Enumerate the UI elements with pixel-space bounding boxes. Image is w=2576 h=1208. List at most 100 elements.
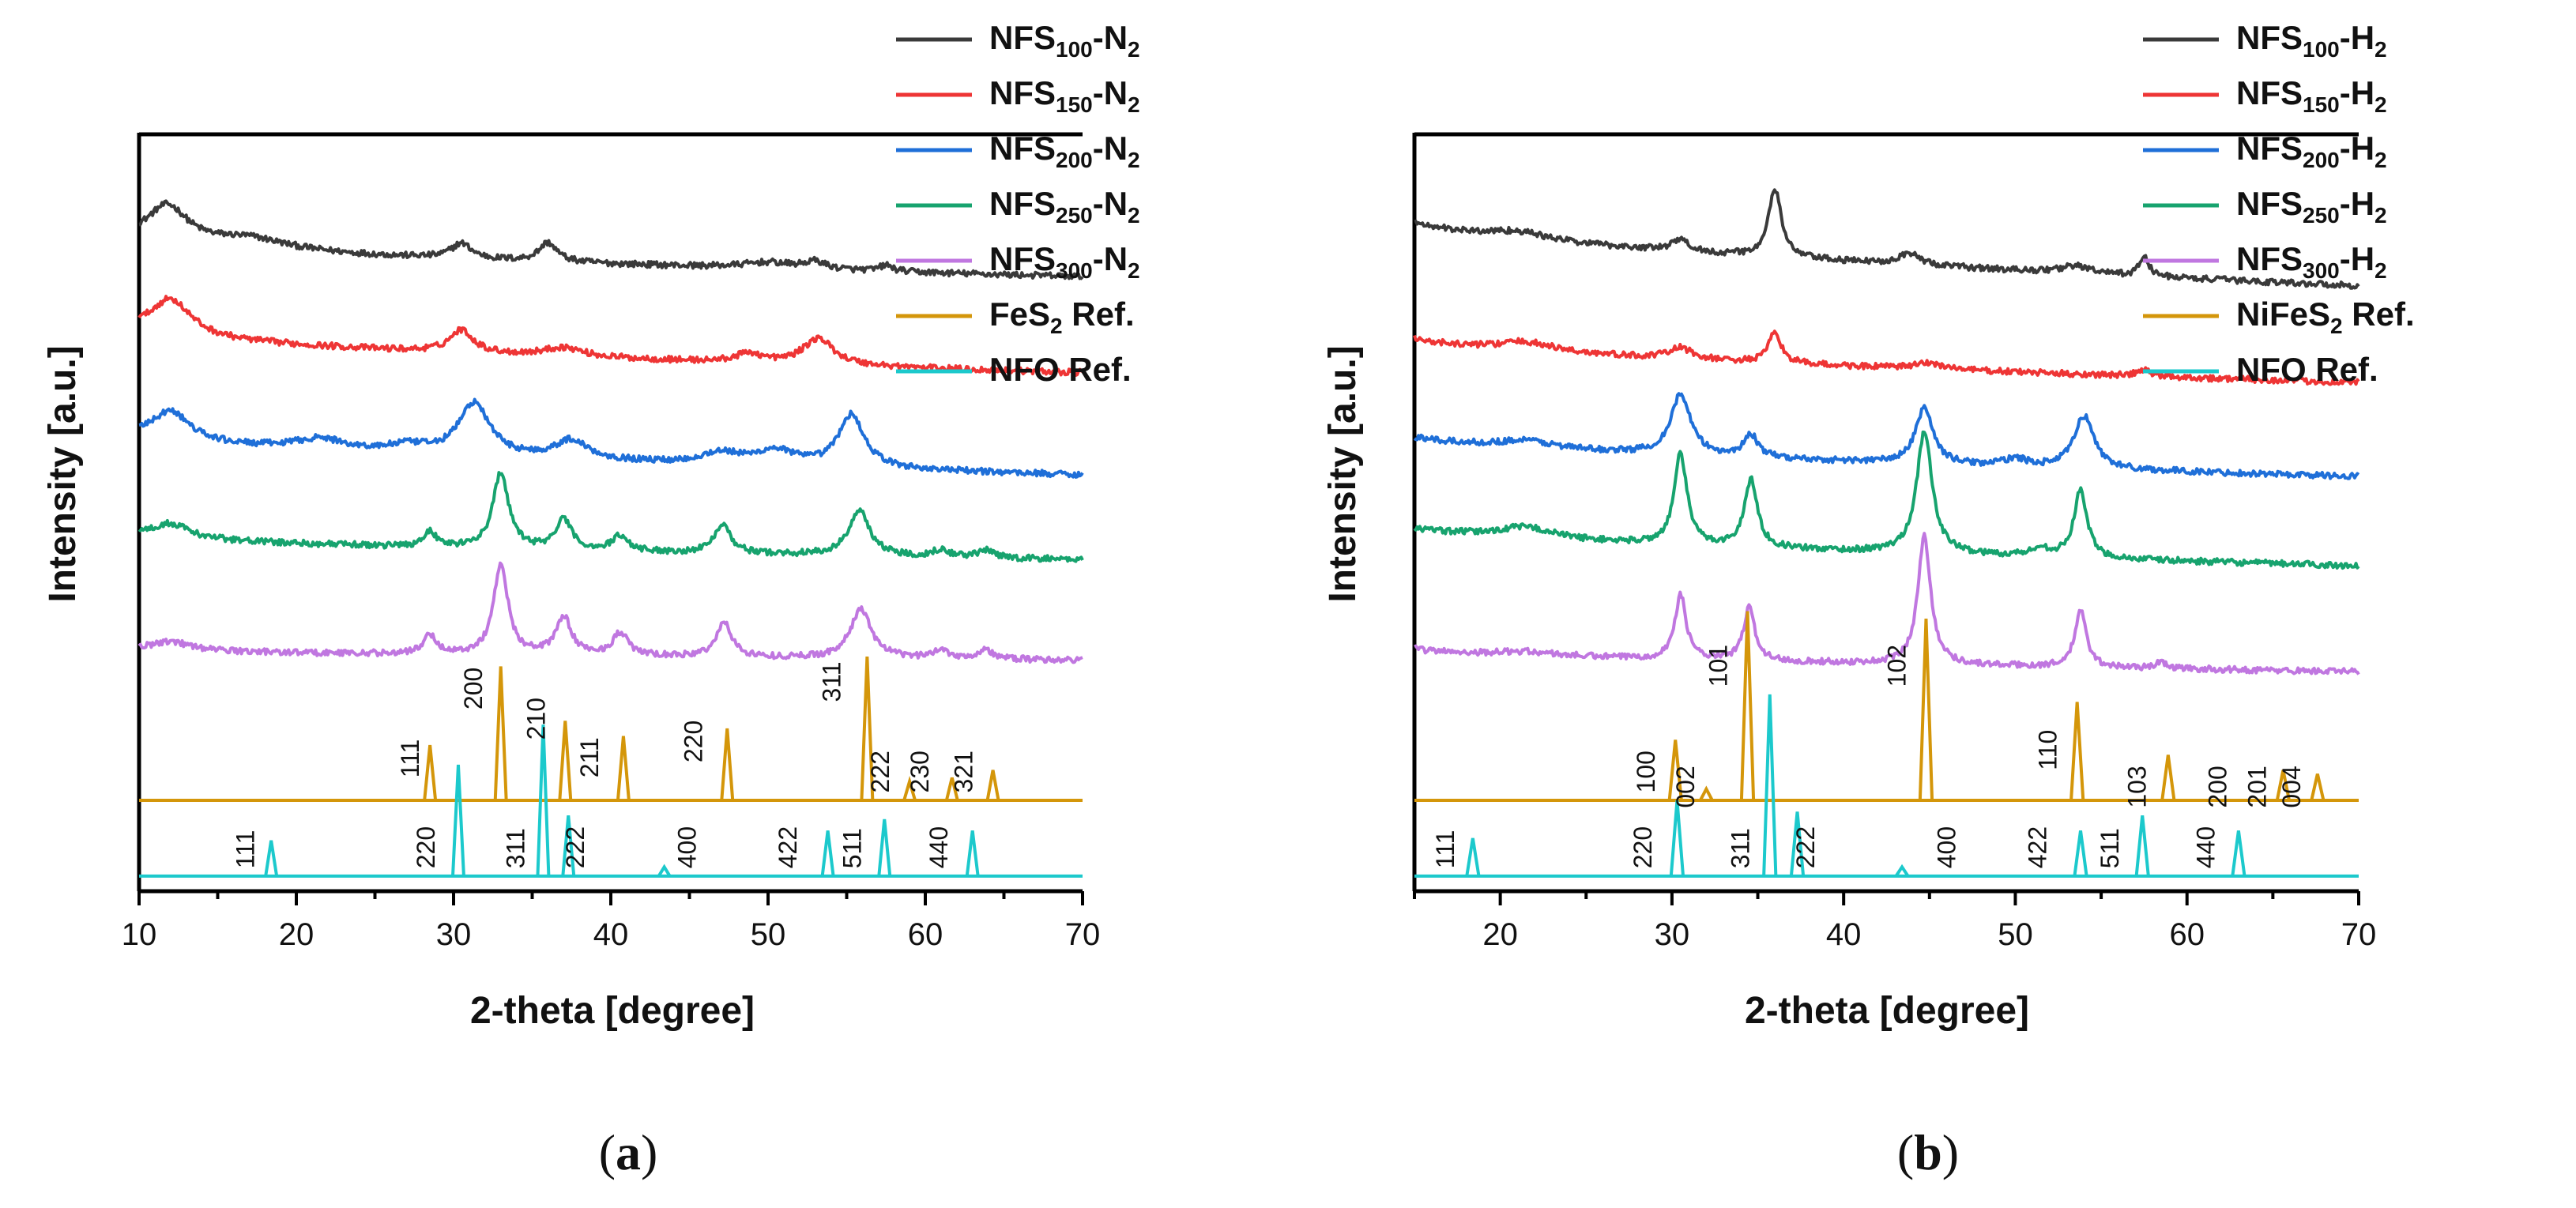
reference-peak <box>616 736 631 801</box>
hkl-label: 101 <box>1704 645 1732 687</box>
hkl-label: 220 <box>1629 826 1657 868</box>
reference-peak <box>902 775 917 801</box>
legend-entry: NFO Ref. <box>989 351 1132 388</box>
hkl-label: 311 <box>1727 828 1755 868</box>
legend-subscript: 200 <box>2303 148 2340 172</box>
x-tick-label: 40 <box>593 917 629 952</box>
reference-peak <box>1667 739 1683 801</box>
legend-suffix: -N <box>1093 185 1128 222</box>
legend-label: NFS <box>2236 130 2303 167</box>
x-tick-label: 60 <box>908 917 943 952</box>
legend-suffix: -H <box>2340 19 2375 56</box>
legend-suffix: -N <box>1093 74 1128 111</box>
legend-entry: NFS300-N2 <box>989 240 1140 283</box>
hkl-label: 220 <box>412 826 440 868</box>
series-line-nfs150-h2 <box>1413 329 2360 386</box>
reference-peak <box>877 819 892 877</box>
legend-label: NFO Ref. <box>989 351 1132 388</box>
legend-label: FeS <box>989 295 1050 333</box>
reference-peak <box>860 656 875 801</box>
legend-subscript: 2 <box>2375 203 2387 228</box>
x-tick-label: 20 <box>279 917 314 952</box>
reference-peak <box>423 744 438 801</box>
legend-entry: FeS2 Ref. <box>989 295 1135 338</box>
reference-peak <box>2231 830 2246 877</box>
legend-label: NFS <box>989 74 1056 111</box>
reference-peak <box>2134 815 2150 877</box>
hkl-label: 230 <box>906 751 934 792</box>
reference-peak <box>2073 830 2088 877</box>
reference-peak <box>1918 619 1934 801</box>
x-tick-label: 40 <box>1826 917 1862 952</box>
hkl-label: 311 <box>818 661 846 702</box>
x-tick-label: 20 <box>1482 917 1518 952</box>
reference-peak <box>965 830 980 877</box>
panel-b-label-open: ( <box>1897 1124 1914 1180</box>
hkl-label: 200 <box>2204 766 2232 807</box>
legend-entry: NFS100-N2 <box>989 19 1140 62</box>
x-tick-label: 10 <box>122 917 157 952</box>
panel-a-label-open: ( <box>599 1124 616 1180</box>
legend-label: NFS <box>2236 240 2303 277</box>
hkl-label: 400 <box>1932 826 1960 868</box>
series-line-nfs200-h2 <box>1413 392 2360 480</box>
reference-peak <box>2275 770 2291 801</box>
reference-peak <box>985 770 1000 801</box>
hkl-label: 511 <box>838 828 866 868</box>
legend-subscript: 2 <box>1128 148 1140 172</box>
x-tick-label: 70 <box>2341 917 2377 952</box>
hkl-label: 002 <box>1671 766 1700 807</box>
reference-peak <box>451 764 465 876</box>
reference-peak <box>2310 773 2326 801</box>
series-line-nfs250-n2 <box>137 471 1084 563</box>
legend-suffix: -H <box>2340 240 2375 277</box>
hkl-label: 100 <box>1632 751 1660 792</box>
legend-subscript: 150 <box>1056 92 1093 117</box>
reference-peak <box>1669 800 1685 876</box>
hkl-label: 211 <box>575 737 604 777</box>
legend-subscript: 2 <box>2330 314 2343 338</box>
legend-subscript: 2 <box>1128 203 1140 228</box>
x-tick-label: 60 <box>2169 917 2205 952</box>
legend-subscript: 2 <box>1128 92 1140 117</box>
panel-a-plot-area: 10 20 30 40 50 60 70 111 200 210 211 220 311 222 230 32… <box>122 132 1100 952</box>
legend-label: NFS <box>989 19 1056 56</box>
hkl-label: 200 <box>459 668 488 709</box>
legend-subscript: 250 <box>1056 203 1093 228</box>
reference-peak <box>1465 837 1481 877</box>
panel-b-xrd-h2: 20 30 40 50 60 70 100 002 101 102 110 103 200 201 004 1… <box>1322 19 2415 1180</box>
panel-a-y-axis-title: Intensity [a.u.] <box>42 345 84 602</box>
legend-subscript: 100 <box>1056 37 1093 62</box>
x-tick-label: 50 <box>751 917 786 952</box>
legend-suffix: -H <box>2340 130 2375 167</box>
legend-label: NFS <box>2236 185 2303 222</box>
panel-a-label-letter: a <box>616 1124 641 1180</box>
legend-subscript: 2 <box>1128 37 1140 62</box>
legend-suffix: Ref. <box>1063 295 1135 333</box>
legend-entry: NFS250-N2 <box>989 185 1140 228</box>
legend-suffix: -N <box>1093 130 1128 167</box>
reference-peak <box>1739 611 1756 801</box>
panel-b-plot-area: 20 30 40 50 60 70 100 002 101 102 110 103 200 201 004 1… <box>1412 132 2377 952</box>
legend-entry: NFS150-H2 <box>2236 74 2387 117</box>
legend-entry: NFS150-N2 <box>989 74 1140 117</box>
reference-peak <box>2069 702 2085 801</box>
legend-label: NFO Ref. <box>2236 351 2378 388</box>
hkl-label: 400 <box>672 826 701 868</box>
hkl-label: 210 <box>522 698 550 739</box>
legend-suffix: -N <box>1093 19 1128 56</box>
reference-peak <box>944 777 959 801</box>
hkl-label: 422 <box>774 826 802 868</box>
hkl-label: 222 <box>561 826 589 868</box>
hkl-label: 220 <box>679 721 707 762</box>
panel-a-label: (a) <box>599 1124 658 1180</box>
panel-b-label: (b) <box>1897 1124 1959 1180</box>
legend-entry: NFO Ref. <box>2236 351 2378 388</box>
panel-b-legend: NFS100-H2NFS150-H2NFS200-H2NFS250-H2NFS3… <box>2143 19 2415 388</box>
legend-entry: NiFeS2 Ref. <box>2236 295 2415 338</box>
legend-subscript: 2 <box>2375 258 2387 283</box>
legend-entry: NFS300-H2 <box>2236 240 2387 283</box>
hkl-label: 222 <box>1791 826 1820 868</box>
legend-subscript: 2 <box>1128 258 1140 283</box>
legend-entry: NFS200-N2 <box>989 130 1140 172</box>
